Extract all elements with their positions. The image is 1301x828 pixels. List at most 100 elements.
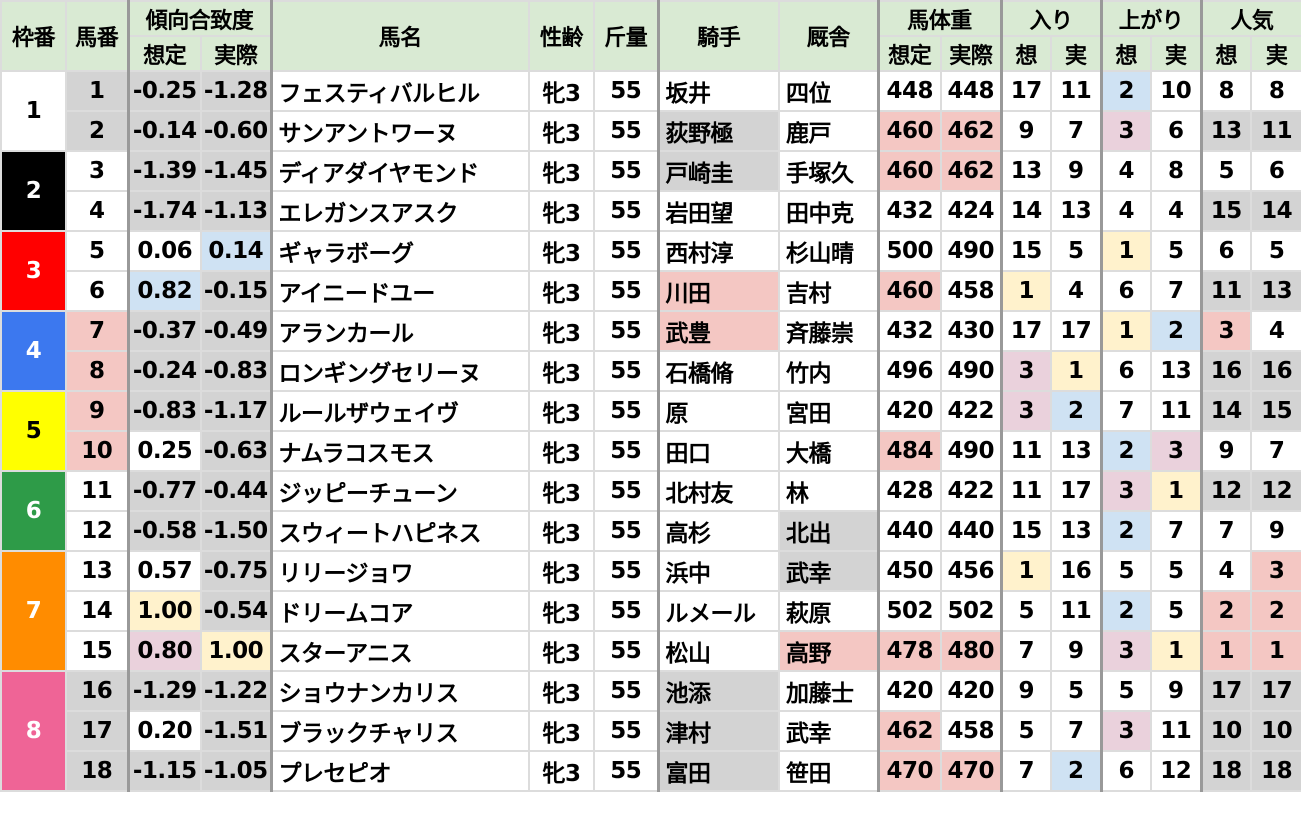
ninki-act-cell: 18	[1250, 750, 1301, 792]
kinryo-cell: 55	[593, 230, 660, 272]
iri-pred-cell: 17	[999, 70, 1053, 112]
sex-age-cell: 牝3	[528, 390, 596, 432]
keikou-act-cell: 1.00	[199, 630, 273, 672]
jockey-cell: 戸崎圭	[656, 150, 781, 192]
kinryo-cell: 55	[593, 590, 660, 632]
weight-act-cell: 422	[940, 470, 1003, 512]
weight-pred-cell: 432	[876, 310, 943, 352]
umaban-cell: 16	[65, 670, 129, 712]
agari-act-cell: 2	[1150, 310, 1203, 352]
keikou-act-cell: -0.54	[199, 590, 273, 632]
sex-age-cell: 牝3	[528, 670, 596, 712]
ninki-pred-cell: 17	[1199, 670, 1253, 712]
trainer-cell: 宮田	[778, 390, 880, 432]
iri-pred-cell: 9	[999, 110, 1053, 152]
weight-act-cell: 502	[940, 590, 1003, 632]
keikou-act-cell: -1.13	[199, 190, 273, 232]
weight-act-cell: 458	[940, 710, 1003, 752]
weight-pred-cell: 470	[876, 750, 943, 792]
agari-pred-cell: 4	[1099, 190, 1153, 232]
agari-pred-cell: 3	[1099, 470, 1153, 512]
iri-act-cell: 2	[1050, 750, 1103, 792]
weight-pred-cell: 460	[876, 150, 943, 192]
header-iri-pred: 想	[999, 35, 1053, 72]
sex-age-cell: 牝3	[528, 630, 596, 672]
table-row: 4 -1.74 -1.13 エレガンスアスク 牝3 55 岩田望 田中克 432 424 14 13 4…	[1, 190, 1301, 232]
frame-number: 1	[0, 70, 67, 152]
agari-act-cell: 5	[1150, 590, 1203, 632]
weight-pred-cell: 484	[876, 430, 943, 472]
header-ninki-pred: 想	[1199, 35, 1253, 72]
kinryo-cell: 55	[593, 150, 660, 192]
iri-pred-cell: 7	[999, 630, 1053, 672]
iri-pred-cell: 9	[999, 670, 1053, 712]
jockey-cell: 高杉	[656, 510, 781, 552]
ninki-act-cell: 6	[1250, 150, 1301, 192]
iri-act-cell: 5	[1050, 670, 1103, 712]
horse-name-cell: ジッピーチューン	[269, 470, 531, 512]
umaban-cell: 2	[65, 110, 129, 152]
table-row: 18 -1.15 -1.05 プレセピオ 牝3 55 富田 笹田 470 470 7 2 6 12 18 18	[1, 750, 1301, 792]
horse-name-cell: ロンギングセリーヌ	[269, 350, 531, 392]
ninki-act-cell: 14	[1250, 190, 1301, 232]
agari-pred-cell: 4	[1099, 150, 1153, 192]
header-ninki-act: 実	[1250, 35, 1301, 72]
kinryo-cell: 55	[593, 470, 660, 512]
agari-pred-cell: 2	[1099, 590, 1153, 632]
agari-pred-cell: 1	[1099, 230, 1153, 272]
sex-age-cell: 牝3	[528, 350, 596, 392]
agari-pred-cell: 6	[1099, 750, 1153, 792]
keikou-pred-cell: -1.74	[126, 190, 202, 232]
iri-pred-cell: 1	[999, 270, 1053, 312]
weight-pred-cell: 496	[876, 350, 943, 392]
weight-pred-cell: 448	[876, 70, 943, 112]
header-trainer: 厩舎	[778, 0, 880, 72]
sex-age-cell: 牝3	[528, 150, 596, 192]
iri-act-cell: 17	[1050, 470, 1103, 512]
keikou-pred-cell: -0.25	[126, 70, 202, 112]
table-row: 5 9 -0.83 -1.17 ルールザウェイヴ 牝3 55 原宮田 420 422 3 2 7 11 14…	[0, 390, 1301, 472]
keikou-act-cell: 0.14	[199, 230, 273, 272]
kinryo-cell: 55	[593, 670, 660, 712]
trainer-cell: 林	[778, 470, 880, 512]
horse-name-cell: ギャラボーグ	[269, 230, 531, 272]
kinryo-cell: 55	[593, 110, 660, 152]
weight-pred-cell: 428	[876, 470, 943, 512]
weight-pred-cell: 440	[876, 510, 943, 552]
frame-number: 4	[0, 310, 67, 392]
ninki-act-cell: 8	[1250, 70, 1301, 112]
agari-pred-cell: 2	[1099, 430, 1153, 472]
keikou-act-cell: -0.83	[199, 350, 273, 392]
iri-pred-cell: 11	[999, 430, 1053, 472]
iri-act-cell: 5	[1050, 230, 1103, 272]
keikou-pred-cell: -0.24	[126, 350, 202, 392]
agari-act-cell: 5	[1150, 550, 1203, 592]
kinryo-cell: 55	[593, 630, 660, 672]
header-agari: 上がり	[1099, 0, 1203, 37]
keikou-act-cell: -1.05	[199, 750, 273, 792]
trainer-cell: 萩原	[778, 590, 880, 632]
iri-act-cell: 4	[1050, 270, 1103, 312]
header-ninki: 人気	[1199, 0, 1301, 37]
keikou-pred-cell: -0.37	[126, 310, 202, 352]
trainer-cell: 武幸	[778, 710, 880, 752]
horse-name-cell: アランカール	[269, 310, 531, 352]
horse-name-cell: ナムラコスモス	[269, 430, 531, 472]
trainer-cell: 斉藤崇	[778, 310, 880, 352]
weight-act-cell: 424	[940, 190, 1003, 232]
jockey-cell: 岩田望	[656, 190, 781, 232]
kinryo-cell: 55	[593, 270, 660, 312]
header-agari-pred: 想	[1099, 35, 1153, 72]
iri-pred-cell: 15	[999, 230, 1053, 272]
sex-age-cell: 牝3	[528, 190, 596, 232]
sex-age-cell: 牝3	[528, 110, 596, 152]
agari-pred-cell: 1	[1099, 310, 1153, 352]
trainer-cell: 四位	[778, 70, 880, 112]
jockey-cell: 荻野極	[656, 110, 781, 152]
agari-pred-cell: 3	[1099, 110, 1153, 152]
iri-act-cell: 7	[1050, 710, 1103, 752]
umaban-cell: 13	[65, 550, 129, 592]
jockey-cell: 武豊	[656, 310, 781, 352]
agari-pred-cell: 5	[1099, 550, 1153, 592]
ninki-pred-cell: 6	[1199, 230, 1253, 272]
